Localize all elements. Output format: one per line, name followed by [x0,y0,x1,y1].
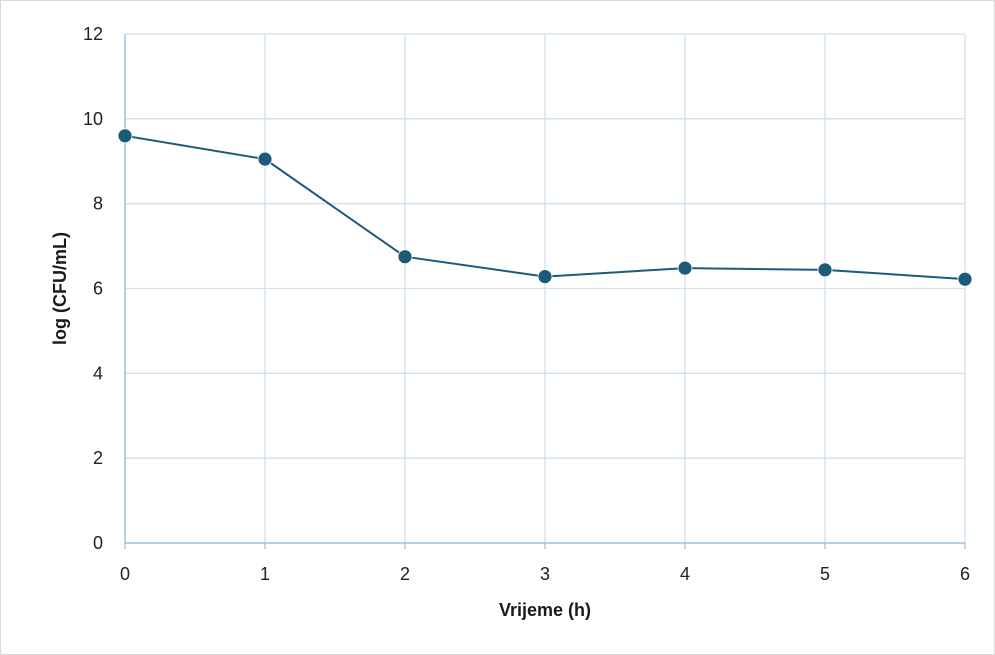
x-tick-label: 2 [400,564,410,584]
y-tick-label: 0 [93,533,103,553]
x-axis-title: Vrijeme (h) [499,600,591,620]
y-tick-label: 10 [83,109,103,129]
data-point [537,269,553,285]
data-point [817,262,833,278]
series-group [117,128,973,287]
data-point [397,249,413,265]
x-tick-label: 3 [540,564,550,584]
y-tick-label: 12 [83,24,103,44]
data-point [957,271,973,287]
data-point [257,151,273,167]
y-axis-title: log (CFU/mL) [50,232,70,345]
y-tick-label: 2 [93,448,103,468]
data-point [677,260,693,276]
x-tick-label: 5 [820,564,830,584]
data-point [117,128,133,144]
axes [124,34,966,549]
x-tick-label: 1 [260,564,270,584]
y-tick-label: 8 [93,194,103,214]
grid-lines [125,33,966,543]
x-tick-label: 4 [680,564,690,584]
y-tick-label: 4 [93,363,103,383]
x-tick-label: 0 [120,564,130,584]
x-tick-label: 6 [960,564,970,584]
y-tick-label: 6 [93,279,103,299]
